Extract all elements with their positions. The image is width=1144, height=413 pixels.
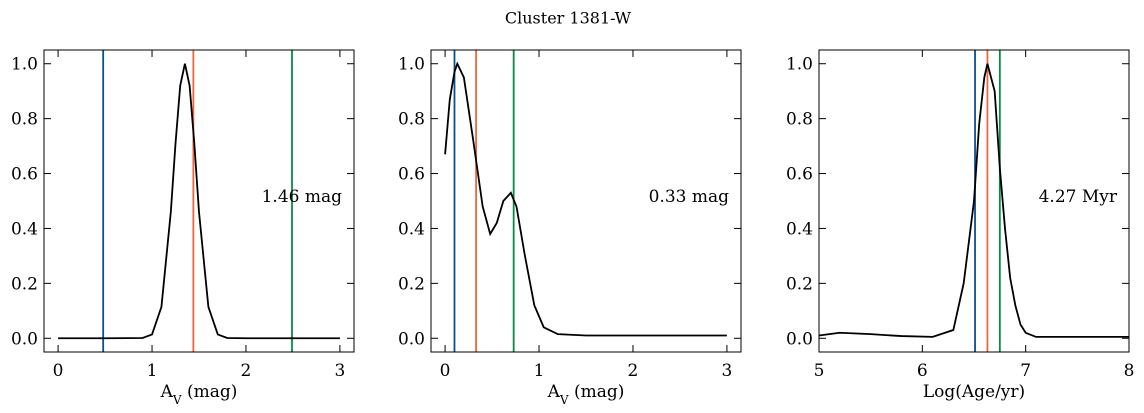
x-axis-label-part: (mag) bbox=[182, 382, 238, 402]
y-tick-label: 0.4 bbox=[11, 219, 38, 239]
y-tick-label: 1.0 bbox=[11, 55, 38, 75]
y-tick-label: 0.2 bbox=[11, 274, 38, 294]
axes-frame bbox=[818, 49, 1130, 353]
x-tick-label: 3 bbox=[334, 361, 345, 381]
curve bbox=[58, 63, 340, 340]
annotation: 4.27 Myr bbox=[1039, 187, 1118, 207]
x-axis-label-part: V bbox=[172, 393, 182, 407]
y-tick-label: 0.4 bbox=[398, 219, 425, 239]
y-tick-label: 0.2 bbox=[398, 274, 425, 294]
axes-frame bbox=[43, 49, 355, 353]
y-tick-label: 0.0 bbox=[398, 329, 425, 349]
y-tick-label: 0.8 bbox=[398, 110, 425, 130]
x-axis-label-part: V bbox=[559, 393, 569, 407]
x-tick-label: 2 bbox=[241, 361, 252, 381]
y-tick-label: 1.0 bbox=[398, 55, 425, 75]
x-tick-label: 6 bbox=[917, 361, 928, 381]
y-tick-label: 0.4 bbox=[786, 219, 813, 239]
x-tick-label: 3 bbox=[721, 361, 732, 381]
axes-frame bbox=[430, 49, 742, 353]
figure-title: Cluster 1381-W bbox=[505, 9, 632, 28]
x-tick-label: 8 bbox=[1124, 361, 1135, 381]
curve bbox=[818, 63, 1129, 338]
y-tick-label: 0.6 bbox=[786, 165, 813, 185]
x-tick-label: 2 bbox=[628, 361, 639, 381]
x-axis-label-part: (mag) bbox=[569, 382, 625, 402]
y-tick-label: 1.0 bbox=[786, 55, 813, 75]
x-tick-label: 5 bbox=[814, 361, 825, 381]
x-tick-label: 0 bbox=[53, 361, 64, 381]
x-axis-label: AV (mag) bbox=[160, 382, 238, 407]
x-axis-label-part: A bbox=[160, 382, 174, 402]
x-axis-label: AV (mag) bbox=[547, 382, 625, 407]
x-tick-label: 1 bbox=[147, 361, 158, 381]
x-axis-label-part: A bbox=[547, 382, 561, 402]
x-tick-label: 7 bbox=[1020, 361, 1031, 381]
x-axis-label-part: Log(Age/yr) bbox=[923, 382, 1025, 402]
y-tick-label: 0.8 bbox=[11, 110, 38, 130]
y-tick-label: 0.8 bbox=[786, 110, 813, 130]
y-tick-label: 0.6 bbox=[398, 165, 425, 185]
x-tick-label: 1 bbox=[534, 361, 545, 381]
curve bbox=[444, 61, 727, 337]
x-tick-label: 0 bbox=[440, 361, 451, 381]
y-tick-label: 0.2 bbox=[786, 274, 813, 294]
y-tick-label: 0.6 bbox=[11, 165, 38, 185]
annotation: 0.33 mag bbox=[649, 187, 730, 207]
annotation: 1.46 mag bbox=[262, 187, 343, 207]
x-axis-label: Log(Age/yr) bbox=[923, 382, 1025, 402]
y-tick-label: 0.0 bbox=[11, 329, 38, 349]
y-tick-label: 0.0 bbox=[786, 329, 813, 349]
